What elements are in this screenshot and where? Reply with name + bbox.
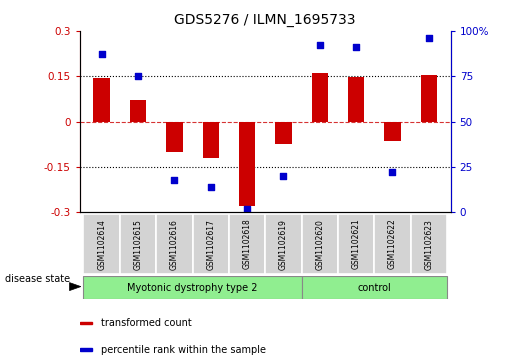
Text: GSM1102620: GSM1102620 — [315, 219, 324, 270]
Text: transformed count: transformed count — [101, 318, 192, 328]
Text: GSM1102619: GSM1102619 — [279, 219, 288, 270]
Point — [243, 206, 251, 212]
Polygon shape — [70, 282, 81, 290]
Bar — [239, 122, 255, 206]
FancyBboxPatch shape — [302, 276, 447, 299]
Text: control: control — [357, 283, 391, 293]
Bar — [348, 77, 364, 122]
Bar — [80, 348, 92, 351]
Text: disease state: disease state — [5, 274, 70, 284]
Text: GSM1102615: GSM1102615 — [133, 219, 143, 270]
Point — [352, 44, 360, 50]
FancyBboxPatch shape — [83, 214, 120, 274]
FancyBboxPatch shape — [229, 214, 265, 274]
Text: GSM1102623: GSM1102623 — [424, 219, 433, 270]
Point — [425, 35, 433, 41]
Bar — [93, 78, 110, 122]
Text: percentile rank within the sample: percentile rank within the sample — [101, 344, 266, 355]
Text: GSM1102621: GSM1102621 — [352, 219, 360, 269]
Text: GSM1102614: GSM1102614 — [97, 219, 106, 270]
FancyBboxPatch shape — [338, 214, 374, 274]
Bar — [130, 101, 146, 122]
Text: GSM1102618: GSM1102618 — [243, 219, 251, 269]
Text: Myotonic dystrophy type 2: Myotonic dystrophy type 2 — [127, 283, 258, 293]
Bar — [80, 322, 92, 325]
FancyBboxPatch shape — [374, 214, 410, 274]
FancyBboxPatch shape — [156, 214, 193, 274]
Bar — [312, 73, 328, 122]
Point — [170, 177, 179, 183]
FancyBboxPatch shape — [410, 214, 447, 274]
Text: GSM1102617: GSM1102617 — [206, 219, 215, 270]
Point — [207, 184, 215, 190]
Bar — [275, 122, 291, 144]
Bar — [202, 122, 219, 158]
Bar — [384, 122, 401, 141]
FancyBboxPatch shape — [302, 214, 338, 274]
Title: GDS5276 / ILMN_1695733: GDS5276 / ILMN_1695733 — [175, 13, 356, 27]
Point — [316, 42, 324, 48]
FancyBboxPatch shape — [193, 214, 229, 274]
FancyBboxPatch shape — [120, 214, 156, 274]
Bar — [421, 75, 437, 122]
FancyBboxPatch shape — [83, 276, 302, 299]
Point — [279, 173, 287, 179]
Point — [97, 52, 106, 57]
Text: GSM1102616: GSM1102616 — [170, 219, 179, 270]
Point — [134, 73, 142, 79]
Bar — [166, 122, 182, 152]
Text: GSM1102622: GSM1102622 — [388, 219, 397, 269]
FancyBboxPatch shape — [265, 214, 302, 274]
Point — [388, 170, 397, 175]
